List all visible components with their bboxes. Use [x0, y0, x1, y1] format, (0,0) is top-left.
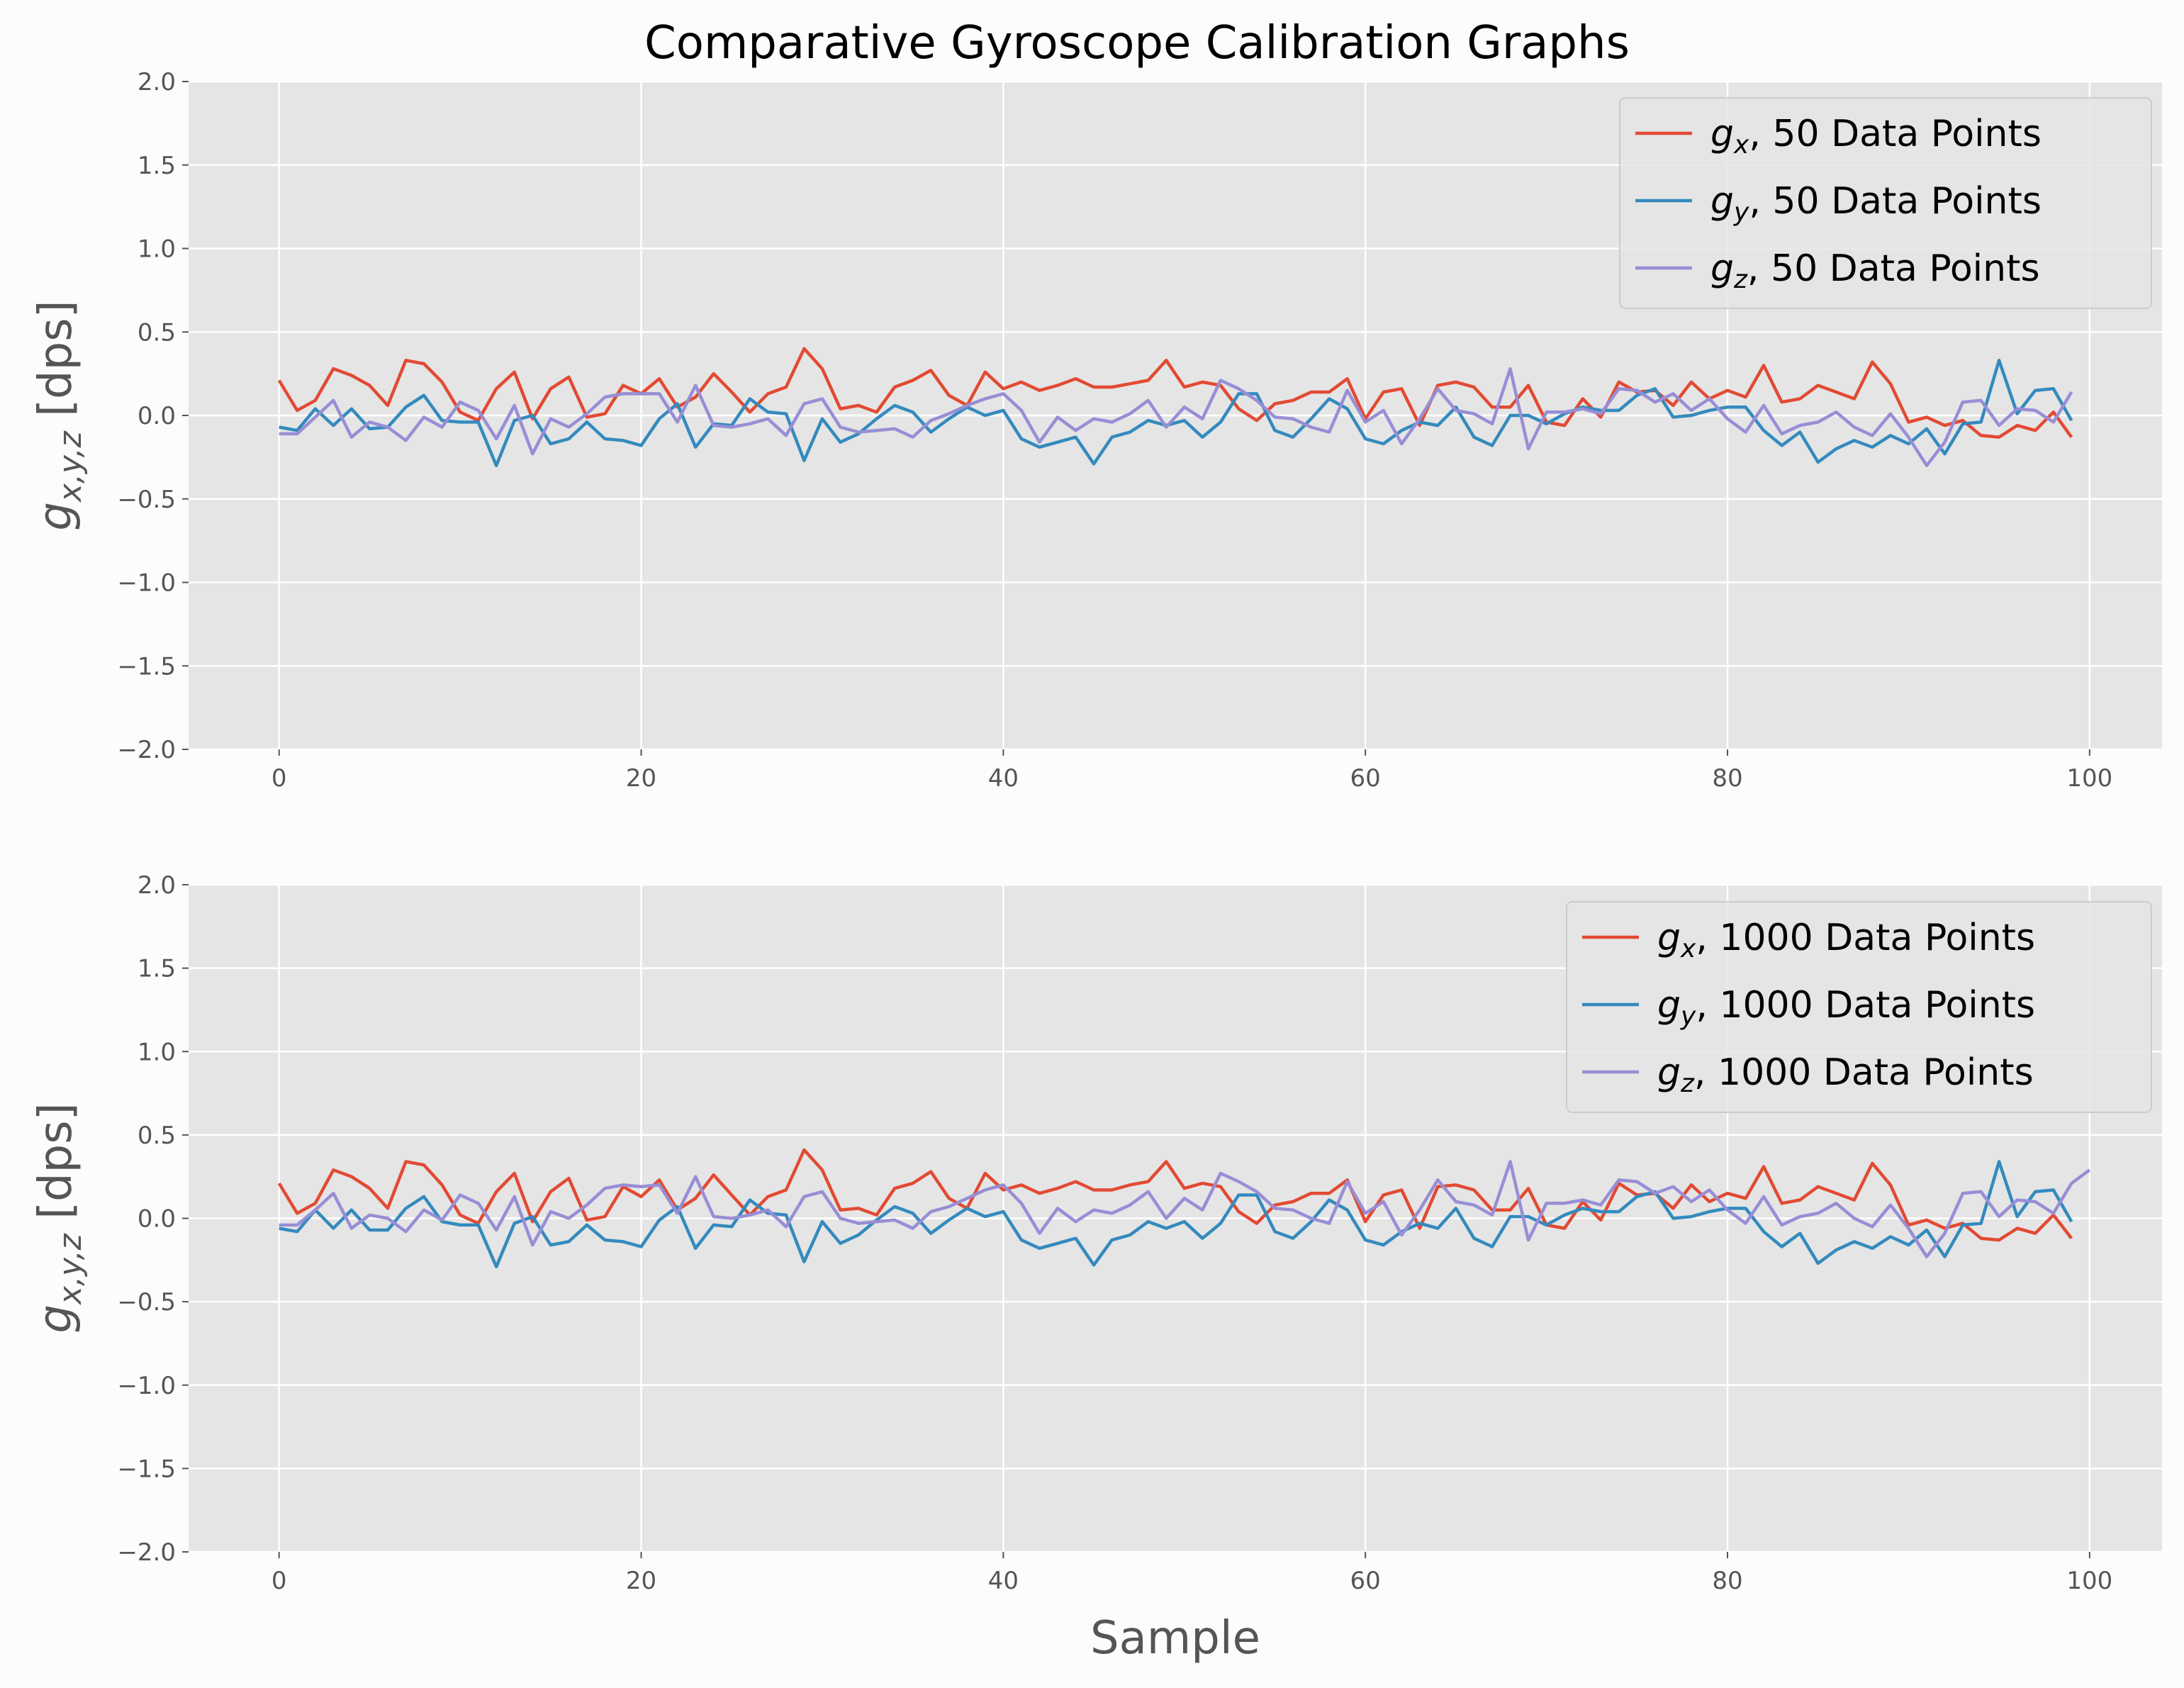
- x-tick-label: 80: [1712, 1567, 1742, 1595]
- y-tick-label: −1.0: [117, 1372, 176, 1400]
- y-ticks-bottom: −2.0 −1.5 −1.0 −0.5 0.0 0.5 1.0 1.5 2.0: [117, 871, 189, 1567]
- x-tick-label: 0: [271, 1567, 287, 1595]
- chart-panel-top: 0 20 40 60 80 100 −2.0 −1.5 −1.0 −0.5 0.0 0.5 1.0 1.…: [30, 68, 2162, 793]
- legend-label-x: gx, 50 Data Points: [1710, 113, 2042, 160]
- chart-title: Comparative Gyroscope Calibration Graphs: [644, 17, 1630, 69]
- legend-label-y: gy, 50 Data Points: [1710, 180, 2042, 227]
- x-tick-label: 80: [1712, 764, 1742, 793]
- y-tick-label: 0.5: [138, 1122, 176, 1150]
- y-tick-label: −1.5: [117, 652, 176, 681]
- y-tick-label: 1.5: [138, 152, 176, 180]
- y-tick-label: −1.0: [117, 569, 176, 598]
- y-tick-label: 0.0: [138, 402, 176, 430]
- y-tick-label: 1.0: [138, 1038, 176, 1066]
- y-tick-label: 2.0: [138, 871, 176, 900]
- chart-panel-bottom: 0 20 40 60 80 100 −2.0 −1.5 −1.0 −0.5 0.0 0.5 1.0 1.…: [30, 871, 2162, 1665]
- y-tick-label: −2.0: [117, 1538, 176, 1567]
- x-tick-label: 20: [626, 764, 656, 793]
- x-tick-label: 100: [2066, 1567, 2112, 1595]
- x-tick-label: 40: [988, 1567, 1019, 1595]
- legend-bottom: gx, 1000 Data Points gy, 1000 Data Points…: [1567, 902, 2151, 1112]
- x-tick-label: 100: [2066, 764, 2112, 793]
- legend-label-y: gy, 1000 Data Points: [1657, 984, 2035, 1031]
- y-tick-label: −2.0: [117, 736, 176, 764]
- x-ticks-top: 0 20 40 60 80 100: [271, 749, 2112, 793]
- y-tick-label: 0.5: [138, 318, 176, 347]
- y-tick-label: −0.5: [117, 1288, 176, 1317]
- y-axis-label-top: gx,y,z [dps]: [30, 300, 89, 530]
- y-axis-label-bottom: gx,y,z [dps]: [30, 1102, 89, 1333]
- y-tick-label: −1.5: [117, 1455, 176, 1483]
- x-tick-label: 40: [988, 764, 1019, 793]
- y-tick-label: 0.0: [138, 1205, 176, 1234]
- x-ticks-bottom: 0 20 40 60 80 100: [271, 1552, 2112, 1595]
- y-tick-label: 2.0: [138, 68, 176, 96]
- x-tick-label: 60: [1350, 764, 1381, 793]
- legend-label-x: gx, 1000 Data Points: [1657, 917, 2035, 963]
- x-tick-label: 20: [626, 1567, 656, 1595]
- y-tick-label: 1.5: [138, 955, 176, 983]
- y-ticks-top: −2.0 −1.5 −1.0 −0.5 0.0 0.5 1.0 1.5 2.0: [117, 68, 189, 764]
- legend-label-z: gz, 1000 Data Points: [1657, 1051, 2034, 1098]
- legend-label-z: gz, 50 Data Points: [1710, 247, 2040, 294]
- y-tick-label: −0.5: [117, 486, 176, 514]
- x-tick-label: 60: [1350, 1567, 1381, 1595]
- x-tick-label: 0: [271, 764, 287, 793]
- x-axis-label: Sample: [1090, 1612, 1260, 1665]
- y-tick-label: 1.0: [138, 235, 176, 264]
- legend-top: gx, 50 Data Points gy, 50 Data Points gz, …: [1620, 98, 2151, 308]
